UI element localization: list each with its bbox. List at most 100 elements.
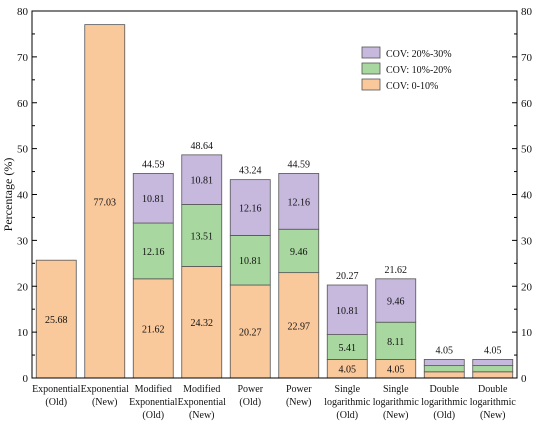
y-tick-label-right: 40 (521, 190, 533, 202)
x-tick-label: Exponential (81, 384, 130, 395)
x-tick-label: (Old) (336, 410, 358, 421)
bar-segment (423, 365, 465, 373)
bar-value-label: 12.16 (288, 197, 311, 208)
bar-segment (278, 228, 320, 274)
bar-value-label: 13.51 (191, 231, 214, 242)
axes-layer: Exponential (Old) Exponential (New) Modified… (1, 6, 533, 421)
bar-value-label: 10.81 (239, 256, 262, 267)
bar-total-label: 4.05 (436, 345, 454, 356)
y-tick-label-right: 50 (521, 144, 533, 156)
y-tick-label-left: 40 (17, 190, 29, 202)
y-axis-label: Percentage (%) (1, 158, 15, 232)
bar-segment (181, 266, 223, 379)
bar-total-label: 44.59 (288, 159, 311, 170)
x-tick-label: logarithmic (470, 397, 517, 408)
bar-segment (326, 284, 368, 336)
bar-segment (375, 278, 417, 323)
bar-value-label: 77.03 (94, 197, 117, 208)
legend: COV: 20%-30% COV: 10%-20% COV: 0-10% (361, 46, 452, 92)
x-tick-label: (New) (286, 397, 312, 408)
x-tick-label: logarithmic (421, 397, 468, 408)
x-tick-label: (Old) (433, 410, 455, 421)
x-tick-label: (Old) (239, 397, 261, 408)
bar-segment (278, 272, 320, 379)
bar-segment (84, 24, 126, 379)
bar-value-label: 10.81 (142, 194, 165, 205)
bar-segment (181, 154, 223, 205)
bar-total-label: 4.05 (484, 345, 502, 356)
bar-segment (229, 235, 271, 286)
y-tick-label-left: 30 (17, 235, 29, 247)
bars-layer: 25.68 77.03 21.62 12.16 10.81 44.59 24.32 13.51… (35, 24, 514, 379)
x-tick-label: (New) (383, 410, 409, 421)
legend-swatch (361, 62, 381, 75)
y-tick-label-left: 50 (17, 144, 29, 156)
x-tick-label: Power (286, 384, 312, 395)
legend-label: COV: 10%-20% (386, 65, 452, 76)
bar-value-label: 21.62 (142, 324, 165, 335)
y-tick-label-left: 70 (17, 52, 29, 64)
bar-value-label: 12.16 (142, 247, 165, 258)
bar-segment (278, 173, 320, 230)
x-tick-label: Double (430, 384, 460, 395)
bar-value-label: 10.81 (336, 306, 359, 317)
x-tick-label: (New) (480, 410, 506, 421)
bar-total-label: 21.62 (385, 265, 408, 276)
bar-segment (472, 365, 514, 373)
y-tick-label-right: 20 (521, 281, 533, 293)
bar-total-label: 20.27 (336, 271, 359, 282)
x-tick-label: Double (478, 384, 508, 395)
bar-segment (229, 179, 271, 236)
y-tick-label-right: 60 (521, 98, 533, 110)
legend-swatch (361, 46, 381, 59)
legend-label: COV: 0-10% (386, 81, 438, 92)
y-tick-label-left: 20 (17, 281, 29, 293)
bar-total-label: 43.24 (239, 166, 262, 177)
bar-segment (132, 173, 174, 224)
bar-segment (423, 371, 465, 379)
bar-segment (35, 259, 77, 379)
y-tick-label-left: 0 (23, 373, 29, 385)
x-tick-label: (Old) (142, 410, 164, 421)
x-tick-label: Exponential (129, 397, 178, 408)
bar-value-label: 25.68 (45, 315, 68, 326)
x-tick-label: (Old) (45, 397, 67, 408)
y-tick-label-right: 80 (521, 6, 533, 18)
bar-value-label: 24.32 (191, 318, 214, 329)
bar-value-label: 12.16 (239, 204, 262, 215)
x-tick-label: Modified (135, 384, 172, 395)
bar-segment (375, 321, 417, 360)
bar-value-label: 20.27 (239, 328, 262, 339)
bar-segment (181, 204, 223, 267)
legend-swatch (361, 78, 381, 91)
x-tick-label: Single (383, 384, 409, 395)
x-tick-label: (New) (189, 410, 215, 421)
y-tick-label-right: 30 (521, 235, 533, 247)
y-tick-label-right: 10 (521, 327, 533, 339)
x-tick-label: Modified (183, 384, 220, 395)
y-tick-label-left: 60 (17, 98, 29, 110)
bar-segment (132, 222, 174, 280)
y-tick-label-left: 10 (17, 327, 29, 339)
y-tick-label-right: 0 (521, 373, 527, 385)
bar-segment (423, 359, 465, 367)
y-tick-label-left: 80 (17, 6, 29, 18)
x-tick-label: Single (334, 384, 360, 395)
bar-value-label: 8.11 (387, 337, 404, 348)
bar-segment (472, 359, 514, 367)
bar-total-label: 48.64 (191, 141, 214, 152)
x-tick-label: logarithmic (373, 397, 420, 408)
bar-value-label: 4.05 (339, 365, 357, 376)
bar-value-label: 4.05 (387, 365, 405, 376)
x-tick-label: Power (237, 384, 263, 395)
bar-value-label: 22.97 (288, 321, 311, 332)
x-tick-label: Exponential (32, 384, 81, 395)
x-tick-label: logarithmic (324, 397, 371, 408)
bar-segment (472, 371, 514, 379)
x-tick-label: (New) (92, 397, 118, 408)
bar-value-label: 10.81 (191, 176, 214, 187)
bar-value-label: 9.46 (290, 247, 308, 258)
bar-total-label: 44.59 (142, 159, 165, 170)
bar-value-label: 9.46 (387, 297, 405, 308)
